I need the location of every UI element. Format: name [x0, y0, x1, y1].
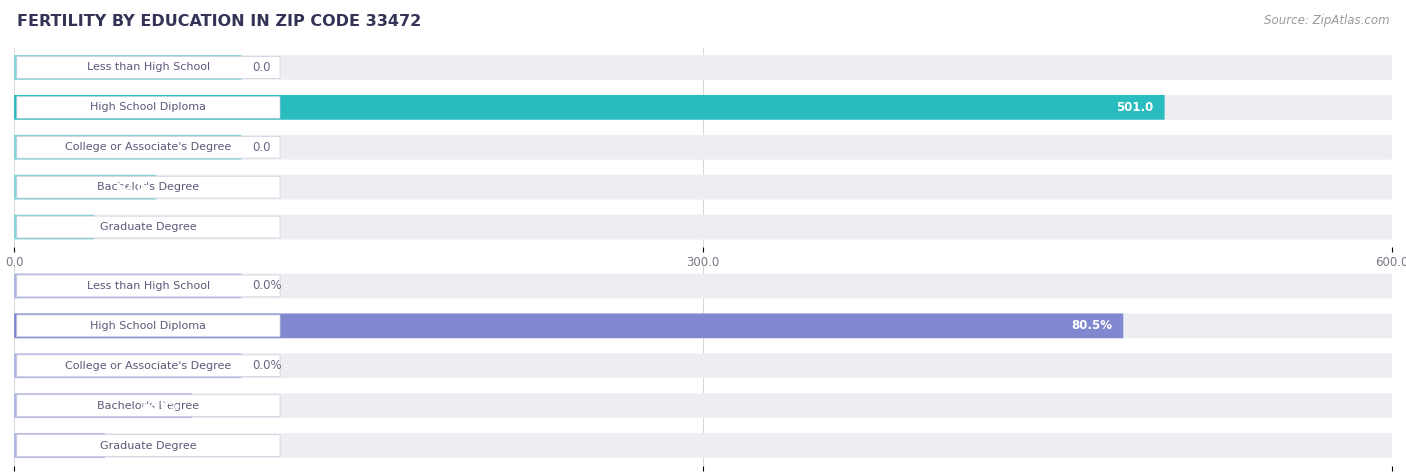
FancyBboxPatch shape — [14, 55, 242, 80]
Text: 80.5%: 80.5% — [1071, 319, 1112, 332]
Text: Graduate Degree: Graduate Degree — [100, 222, 197, 232]
FancyBboxPatch shape — [14, 314, 1123, 338]
FancyBboxPatch shape — [14, 433, 1392, 458]
Text: Less than High School: Less than High School — [87, 62, 209, 73]
FancyBboxPatch shape — [14, 433, 105, 458]
FancyBboxPatch shape — [14, 274, 242, 298]
FancyBboxPatch shape — [17, 96, 280, 118]
Text: 12.9%: 12.9% — [141, 399, 181, 412]
FancyBboxPatch shape — [17, 355, 280, 377]
FancyBboxPatch shape — [14, 274, 1392, 298]
Text: 62.0: 62.0 — [117, 180, 145, 194]
FancyBboxPatch shape — [17, 57, 280, 78]
FancyBboxPatch shape — [17, 275, 280, 297]
Text: Graduate Degree: Graduate Degree — [100, 440, 197, 451]
Text: 0.0: 0.0 — [253, 61, 271, 74]
FancyBboxPatch shape — [14, 215, 1392, 239]
Text: Less than High School: Less than High School — [87, 281, 209, 291]
FancyBboxPatch shape — [14, 135, 1392, 160]
FancyBboxPatch shape — [14, 95, 1392, 120]
FancyBboxPatch shape — [14, 135, 242, 160]
FancyBboxPatch shape — [14, 175, 1392, 199]
FancyBboxPatch shape — [17, 136, 280, 158]
Text: High School Diploma: High School Diploma — [90, 321, 207, 331]
Text: College or Associate's Degree: College or Associate's Degree — [65, 361, 232, 371]
FancyBboxPatch shape — [17, 315, 280, 337]
Text: Bachelor's Degree: Bachelor's Degree — [97, 400, 200, 411]
Text: 501.0: 501.0 — [1116, 101, 1153, 114]
Text: 0.0%: 0.0% — [253, 359, 283, 372]
FancyBboxPatch shape — [14, 353, 1392, 378]
Text: 0.0: 0.0 — [253, 141, 271, 154]
FancyBboxPatch shape — [17, 435, 280, 456]
FancyBboxPatch shape — [14, 55, 1392, 80]
FancyBboxPatch shape — [14, 393, 1392, 418]
FancyBboxPatch shape — [14, 353, 242, 378]
Text: Bachelor's Degree: Bachelor's Degree — [97, 182, 200, 192]
FancyBboxPatch shape — [17, 176, 280, 198]
FancyBboxPatch shape — [14, 95, 1164, 120]
FancyBboxPatch shape — [14, 393, 191, 418]
Text: Source: ZipAtlas.com: Source: ZipAtlas.com — [1264, 14, 1389, 27]
FancyBboxPatch shape — [14, 215, 94, 239]
Text: High School Diploma: High School Diploma — [90, 102, 207, 113]
Text: FERTILITY BY EDUCATION IN ZIP CODE 33472: FERTILITY BY EDUCATION IN ZIP CODE 33472 — [17, 14, 422, 29]
Text: 0.0%: 0.0% — [253, 279, 283, 293]
FancyBboxPatch shape — [17, 216, 280, 238]
Text: 35.0: 35.0 — [55, 220, 83, 234]
FancyBboxPatch shape — [14, 175, 156, 199]
Text: College or Associate's Degree: College or Associate's Degree — [65, 142, 232, 152]
FancyBboxPatch shape — [17, 395, 280, 417]
FancyBboxPatch shape — [14, 314, 1392, 338]
Text: 6.6%: 6.6% — [60, 439, 94, 452]
